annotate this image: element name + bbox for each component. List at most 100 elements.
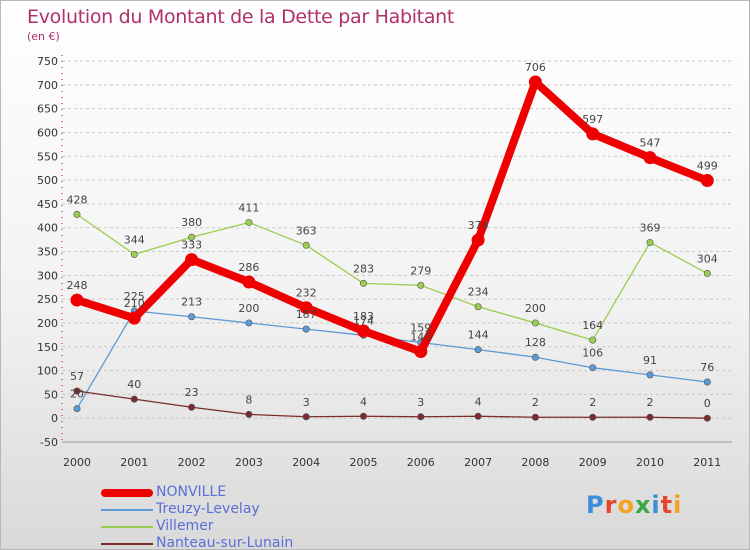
data-label: 3: [303, 396, 310, 409]
data-label: 380: [181, 216, 202, 229]
data-point: [359, 279, 367, 287]
data-label: 428: [67, 193, 88, 206]
data-label: 225: [124, 290, 145, 303]
chart-title: Evolution du Montant de la Dette par Hab…: [27, 6, 455, 28]
data-label: 23: [185, 386, 199, 399]
data-point: [703, 269, 711, 277]
y-tick-label: 750: [37, 55, 58, 68]
data-label: 286: [238, 261, 259, 274]
data-label: 363: [296, 224, 317, 237]
logo-letter: i: [673, 491, 683, 519]
data-label: 234: [468, 286, 489, 299]
data-point: [528, 75, 542, 89]
data-point: [185, 253, 199, 267]
data-point: [474, 303, 482, 311]
x-tick-label: 2009: [579, 456, 607, 469]
data-label: 411: [238, 201, 259, 214]
data-point: [299, 301, 313, 315]
series-lines: [70, 75, 714, 422]
data-point: [73, 387, 81, 395]
data-label: 304: [697, 252, 718, 265]
x-tick-label: 2008: [521, 456, 549, 469]
data-point: [531, 413, 539, 421]
data-label: 159: [410, 321, 431, 334]
chart-subtitle: (en €): [27, 30, 60, 43]
legend-item: Nanteau-sur-Lunain: [101, 535, 361, 550]
data-point: [471, 233, 485, 247]
data-label: 2: [647, 396, 654, 409]
legend-swatch: [101, 543, 153, 545]
y-tick-label: 0: [51, 412, 58, 425]
x-tick-labels: 2000 2001 2002 2003 2004 2005 2006 2007 2008 2009…: [63, 456, 721, 469]
x-tick-label: 2005: [350, 456, 378, 469]
x-tick-label: 2001: [120, 456, 148, 469]
data-label: 279: [410, 264, 431, 277]
data-label: 187: [296, 308, 317, 321]
logo-letter: i: [651, 491, 661, 519]
legend-swatch: [101, 489, 153, 497]
data-label: 57: [70, 370, 84, 383]
legend-label: Treuzy-Levelay: [156, 501, 260, 517]
data-point: [474, 412, 482, 420]
legend-swatch: [101, 509, 153, 511]
x-tick-label: 2004: [292, 456, 320, 469]
data-label: 164: [582, 319, 603, 332]
x-tick-label: 2003: [235, 456, 263, 469]
data-label: 76: [700, 361, 714, 374]
data-label: 210: [124, 297, 145, 310]
data-label: 2: [532, 396, 539, 409]
data-label: 2: [589, 396, 596, 409]
data-point: [589, 364, 597, 372]
data-label: 3: [417, 396, 424, 409]
x-tick-label: 2007: [464, 456, 492, 469]
legend-label: Nanteau-sur-Lunain: [156, 535, 294, 550]
data-label: 174: [353, 314, 374, 327]
logo-letter: t: [660, 491, 674, 519]
legend-label: Villemer: [156, 518, 214, 534]
data-point: [245, 410, 253, 418]
legend-label: NONVILLE: [156, 484, 227, 500]
data-label: 200: [238, 302, 259, 315]
data-point: [245, 218, 253, 226]
proxiti-logo: Proxiti: [586, 491, 682, 519]
data-label: 499: [697, 160, 718, 173]
data-point: [359, 412, 367, 420]
data-point: [188, 403, 196, 411]
data-point: [474, 346, 482, 354]
y-tick-label: 550: [37, 150, 58, 163]
y-tick-label: 450: [37, 198, 58, 211]
data-labels: 2482103332862321831403747065975474992022…: [67, 61, 718, 410]
series-line-nonville: [73, 77, 712, 356]
y-tick-label: 50: [44, 388, 58, 401]
data-label: 144: [468, 329, 489, 342]
y-tick-label: -50: [40, 436, 58, 449]
data-point: [643, 151, 657, 165]
data-point: [302, 325, 310, 333]
data-label: 333: [181, 239, 202, 252]
data-point: [242, 275, 256, 289]
y-tick-label: 350: [37, 246, 58, 259]
series-line-villemer: [76, 213, 708, 341]
y-tick-label: 250: [37, 293, 58, 306]
data-point: [589, 413, 597, 421]
legend-swatch: [101, 526, 153, 528]
series-line-nanteau-sur-lunain: [76, 390, 708, 419]
data-label: 547: [640, 137, 661, 150]
data-label: 597: [582, 113, 603, 126]
data-point: [700, 174, 714, 188]
data-point: [302, 241, 310, 249]
data-label: 8: [245, 393, 252, 406]
y-tick-label: 150: [37, 341, 58, 354]
x-tick-label: 2002: [178, 456, 206, 469]
data-label: 200: [525, 302, 546, 315]
data-point: [703, 378, 711, 386]
legend-item: Villemer: [101, 518, 361, 535]
data-point: [130, 395, 138, 403]
data-point: [188, 313, 196, 321]
data-label: 344: [124, 233, 145, 246]
data-point: [245, 319, 253, 327]
data-point: [302, 413, 310, 421]
data-point: [73, 405, 81, 413]
